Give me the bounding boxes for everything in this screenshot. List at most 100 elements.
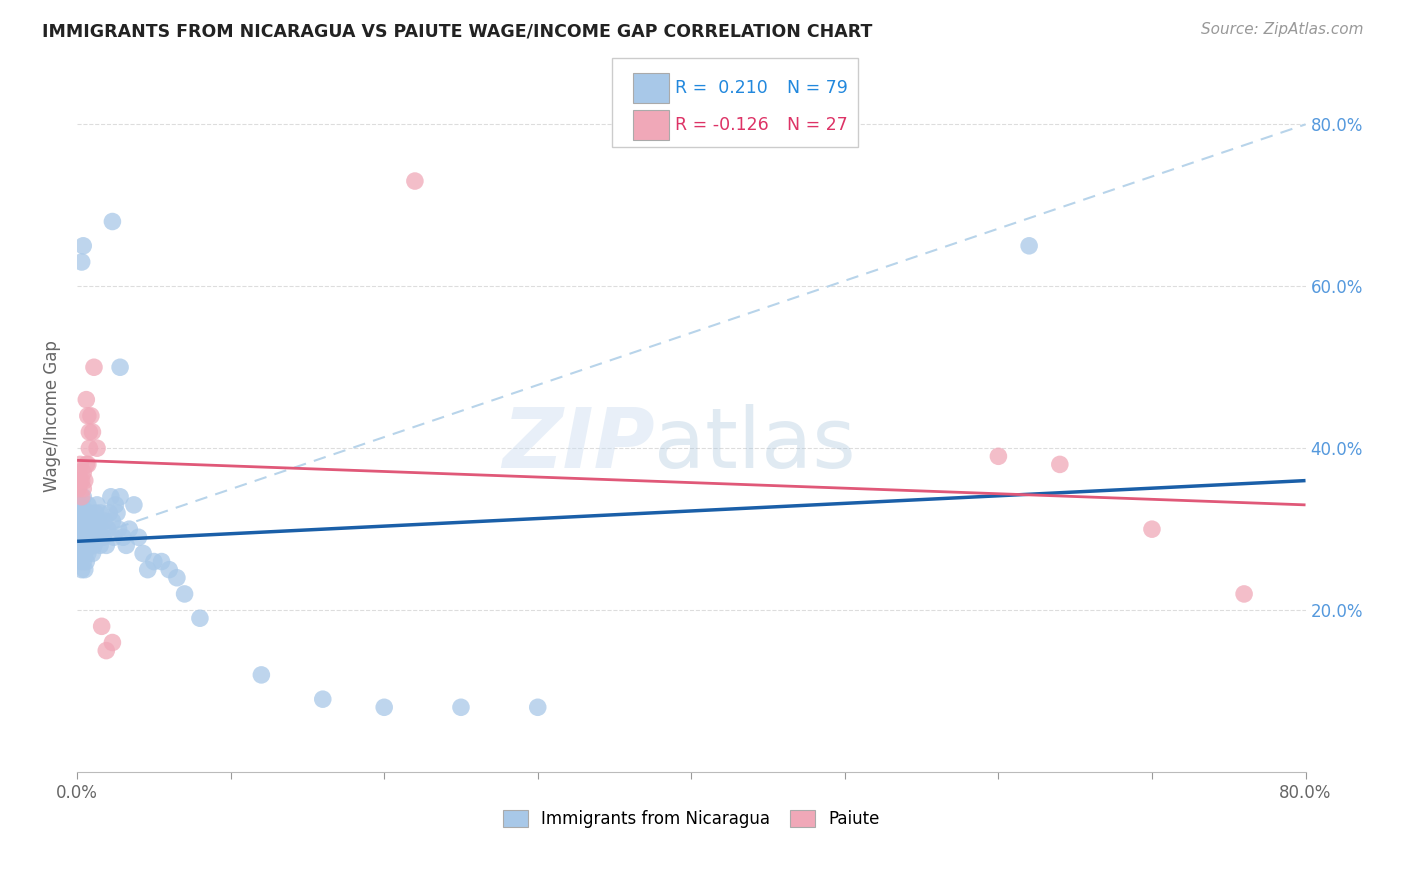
Point <box>87 514 110 528</box>
Point <box>72 239 94 253</box>
Text: atlas: atlas <box>654 404 856 485</box>
Point <box>70 498 93 512</box>
Point <box>83 538 105 552</box>
Point <box>82 514 104 528</box>
Point <box>136 563 159 577</box>
Text: R = -0.126: R = -0.126 <box>675 116 769 134</box>
Point <box>72 482 94 496</box>
Point <box>104 498 127 512</box>
Point <box>86 498 108 512</box>
Point <box>76 409 98 423</box>
Point <box>76 458 98 472</box>
Point <box>450 700 472 714</box>
Point <box>83 522 105 536</box>
Point <box>108 360 131 375</box>
Point <box>76 514 98 528</box>
Point <box>67 530 90 544</box>
Point <box>75 392 97 407</box>
Point <box>150 555 173 569</box>
Text: N = 79: N = 79 <box>787 79 848 97</box>
Point <box>69 522 91 536</box>
Point <box>83 360 105 375</box>
Point <box>91 530 114 544</box>
Point <box>70 255 93 269</box>
Point <box>79 506 101 520</box>
Point <box>70 474 93 488</box>
Point <box>70 530 93 544</box>
Point <box>373 700 395 714</box>
Point <box>166 571 188 585</box>
Point <box>1140 522 1163 536</box>
Text: IMMIGRANTS FROM NICARAGUA VS PAIUTE WAGE/INCOME GAP CORRELATION CHART: IMMIGRANTS FROM NICARAGUA VS PAIUTE WAGE… <box>42 22 873 40</box>
Point <box>115 538 138 552</box>
Point <box>312 692 335 706</box>
Point <box>526 700 548 714</box>
Legend: Immigrants from Nicaragua, Paiute: Immigrants from Nicaragua, Paiute <box>496 804 887 835</box>
Point <box>98 506 121 520</box>
Point <box>73 546 96 560</box>
Point <box>82 546 104 560</box>
Point <box>82 530 104 544</box>
Point <box>75 555 97 569</box>
Point <box>75 458 97 472</box>
Point <box>82 425 104 439</box>
Point <box>173 587 195 601</box>
Point <box>987 450 1010 464</box>
Point <box>73 514 96 528</box>
Point <box>80 514 103 528</box>
Point <box>105 506 128 520</box>
Point <box>73 530 96 544</box>
Text: ZIP: ZIP <box>502 404 654 485</box>
Point <box>72 466 94 480</box>
Point <box>70 514 93 528</box>
Point <box>80 409 103 423</box>
Point <box>84 506 107 520</box>
Point <box>86 441 108 455</box>
Point <box>70 490 93 504</box>
Point <box>108 490 131 504</box>
Point <box>107 522 129 536</box>
Point <box>72 522 94 536</box>
Point <box>70 563 93 577</box>
Point <box>90 522 112 536</box>
Point <box>75 506 97 520</box>
Point <box>69 474 91 488</box>
Point <box>72 555 94 569</box>
Point <box>128 530 150 544</box>
Point <box>79 538 101 552</box>
Point <box>75 538 97 552</box>
Point <box>89 538 111 552</box>
Point <box>86 522 108 536</box>
Point <box>79 522 101 536</box>
Point <box>67 482 90 496</box>
Point <box>142 555 165 569</box>
Point <box>69 506 91 520</box>
Point <box>73 563 96 577</box>
Point <box>250 668 273 682</box>
Point <box>67 514 90 528</box>
Point <box>72 538 94 552</box>
Point <box>96 538 118 552</box>
Point <box>101 514 124 528</box>
Text: R =  0.210: R = 0.210 <box>675 79 768 97</box>
Point <box>100 490 122 504</box>
Point <box>101 635 124 649</box>
Point <box>103 530 125 544</box>
Point <box>93 514 115 528</box>
Point <box>118 522 141 536</box>
Point <box>72 490 94 504</box>
Point <box>97 522 120 536</box>
Point <box>157 563 180 577</box>
Point <box>75 522 97 536</box>
Point <box>1049 458 1071 472</box>
Point <box>80 530 103 544</box>
Point <box>76 546 98 560</box>
Point <box>76 498 98 512</box>
Point <box>1018 239 1040 253</box>
Point <box>70 546 93 560</box>
Y-axis label: Wage/Income Gap: Wage/Income Gap <box>44 340 60 491</box>
Point <box>404 174 426 188</box>
Point <box>67 498 90 512</box>
Point <box>72 506 94 520</box>
Point <box>1233 587 1256 601</box>
